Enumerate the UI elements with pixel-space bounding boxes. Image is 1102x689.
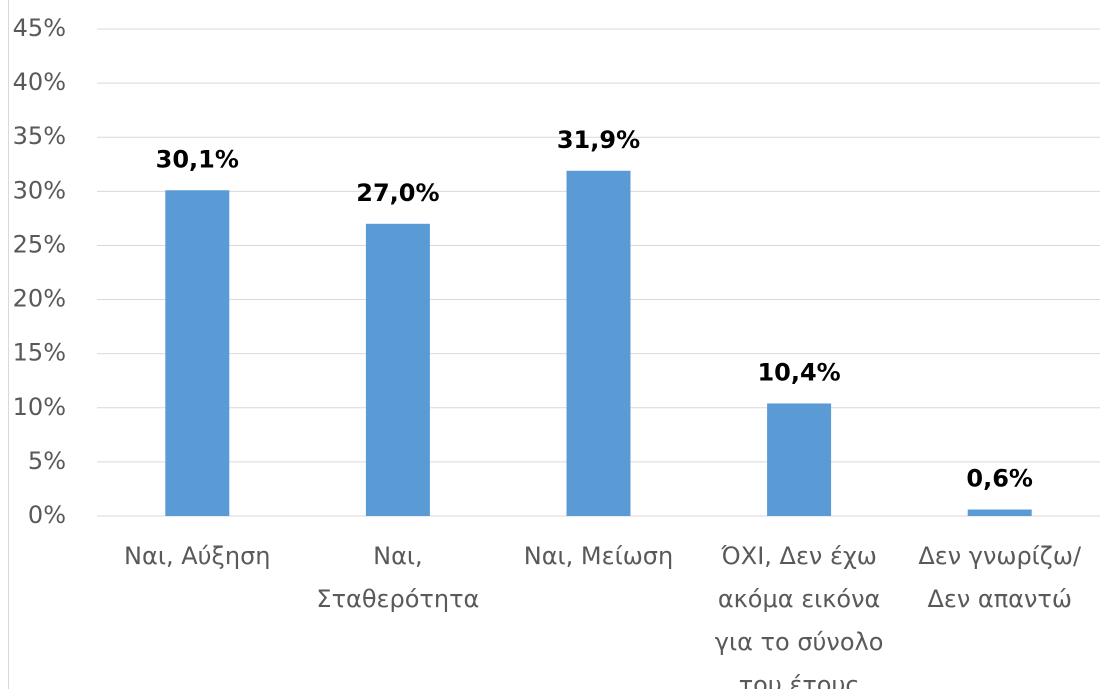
x-tick-label: Δεν γνωρίζω/Δεν απαντώ <box>918 542 1082 613</box>
bar <box>566 170 631 516</box>
x-tick-label: Ναι, Μείωση <box>523 542 674 570</box>
y-tick-label: 5% <box>28 447 66 475</box>
y-tick-label: 20% <box>13 285 66 313</box>
data-label: 27,0% <box>356 179 439 207</box>
y-tick-label: 10% <box>13 393 66 421</box>
data-label: 31,9% <box>557 126 640 154</box>
data-label: 30,1% <box>156 145 239 173</box>
data-label: 0,6% <box>966 465 1033 493</box>
y-tick-label: 40% <box>13 68 66 96</box>
y-tick-label: 35% <box>13 122 66 150</box>
x-tick-label: ΌΧΙ, Δεν έχω ακόμα εικόνα για το σύνολο … <box>714 542 884 689</box>
y-tick-label: 0% <box>28 501 66 529</box>
bar <box>165 190 230 517</box>
x-tick-label: Ναι, Αύξηση <box>124 542 271 570</box>
bar <box>365 223 430 517</box>
x-tick-label: Ναι, Σταθερότητα <box>316 542 480 613</box>
bar <box>967 509 1032 516</box>
data-label: 10,4% <box>757 358 840 386</box>
bar <box>767 403 832 516</box>
y-tick-label: 45% <box>13 14 66 42</box>
y-tick-label: 30% <box>13 176 66 204</box>
y-tick-label: 15% <box>13 339 66 367</box>
y-tick-label: 25% <box>13 230 66 258</box>
